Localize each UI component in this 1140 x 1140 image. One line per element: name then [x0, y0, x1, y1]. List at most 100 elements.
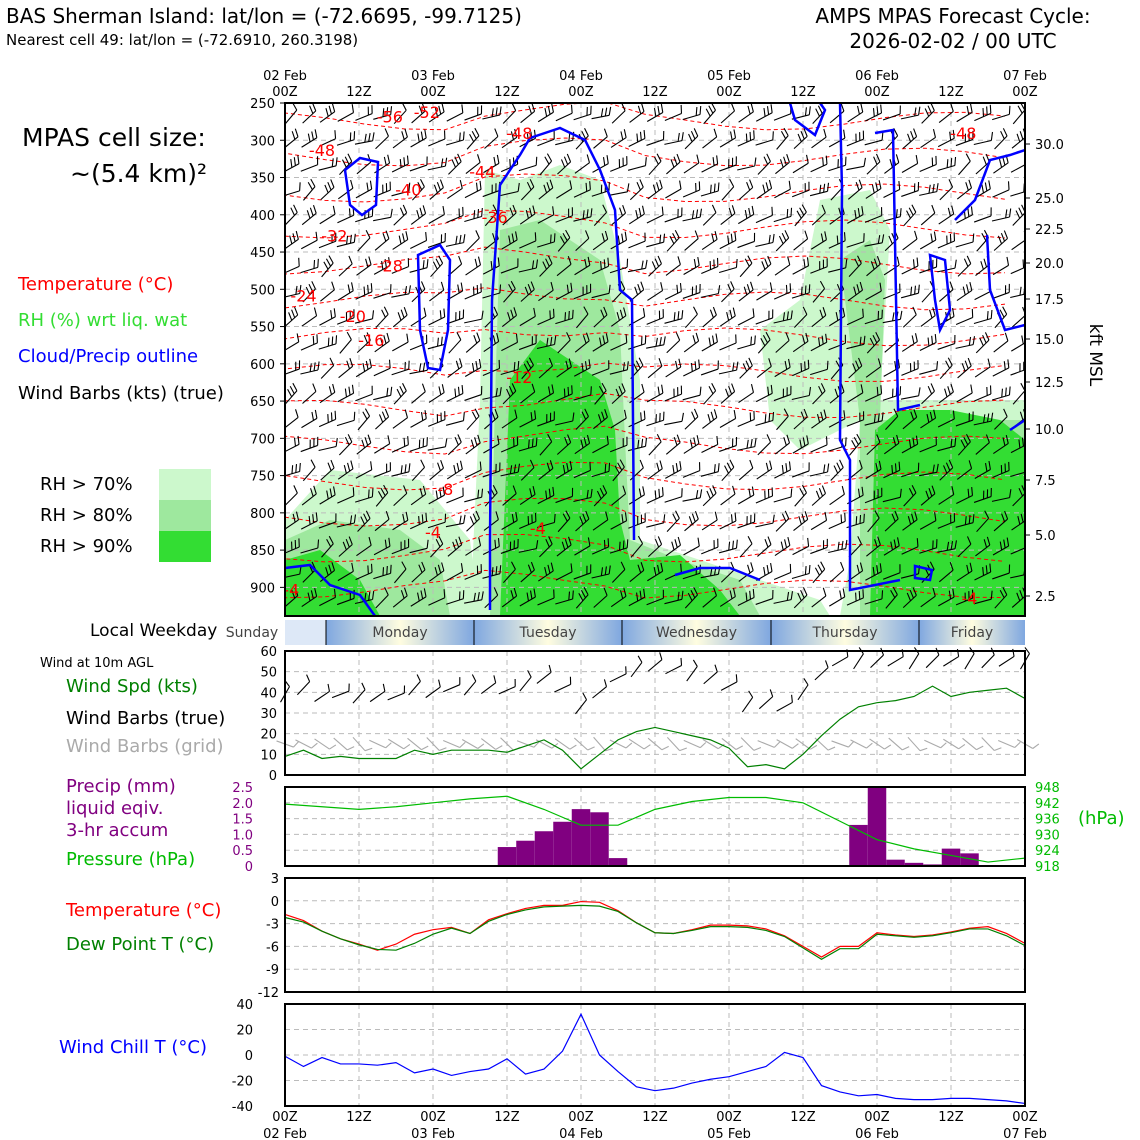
wind-barb-flag — [784, 539, 788, 548]
wind-barb-flag — [640, 412, 642, 421]
wind-barb-staff — [375, 594, 389, 609]
wind-barb — [501, 128, 518, 149]
wind-barb — [973, 131, 994, 146]
wind-barb-flag — [295, 511, 299, 521]
wind-barb — [847, 206, 864, 224]
wind-barb-staff — [773, 291, 791, 300]
wind-barb-flag — [457, 284, 460, 294]
wind-barb-flag — [590, 386, 592, 395]
kft-tick-label: 12.5 — [1035, 376, 1064, 391]
wind-barb-flag — [641, 103, 645, 112]
wind-barb — [520, 459, 535, 481]
wind-barb-flag — [969, 282, 973, 291]
wind-barb-flag — [494, 539, 497, 549]
wind-barb-flag — [878, 180, 882, 189]
wind-barb-flag — [789, 563, 792, 573]
wind-barb-flag — [509, 465, 513, 474]
wind-barb-flag — [291, 590, 296, 599]
wind-barb-flag — [600, 567, 604, 576]
wind-barb-flag — [950, 541, 954, 550]
wind-barb-flag — [382, 567, 385, 576]
wind-barb — [354, 132, 375, 145]
wind10m-barb — [665, 657, 683, 675]
wind-barb — [1010, 361, 1025, 376]
wind-barb-flag — [295, 464, 298, 473]
wind-barb-flag — [749, 590, 752, 600]
wind-barb-flag — [561, 541, 566, 551]
wind-barb — [501, 511, 518, 530]
wind-barb — [628, 513, 646, 529]
wind-barb-staff — [301, 137, 318, 148]
wind-barb-flag — [713, 540, 715, 549]
wind-barb-flag — [422, 438, 425, 447]
wind-barb-flag — [623, 129, 627, 138]
wind-barb-flag — [862, 411, 865, 420]
hpa-unit-label: (hPa) — [1078, 808, 1125, 829]
wind-barb-flag — [608, 360, 610, 369]
wind-barb — [757, 434, 772, 456]
precip-bar — [608, 858, 628, 866]
wind-barb-staff — [738, 111, 754, 123]
wind-barb-flag — [553, 233, 556, 242]
wind-barb-flag — [495, 566, 498, 575]
wind-barb — [937, 156, 957, 172]
wind-barb-staff — [811, 493, 826, 506]
wind-barb — [428, 205, 445, 224]
wind-barb-flag — [298, 538, 300, 548]
wind-barb-flag — [840, 103, 845, 112]
wind-barb-flag — [347, 284, 351, 293]
wind-barb — [975, 434, 990, 455]
wind-barb-flag — [732, 588, 736, 597]
wind10m-grid-barb-staff — [998, 739, 1015, 749]
wind-barb-flag — [858, 179, 863, 188]
wind-barb-staff — [793, 135, 808, 150]
wind10m-barb-staff — [964, 653, 975, 670]
wind-barb-flag — [726, 312, 730, 321]
wind-barb — [410, 512, 428, 530]
wind-barb — [464, 207, 483, 223]
wind-barb — [664, 590, 684, 605]
wind-barb — [337, 104, 355, 122]
wind-barb — [883, 180, 901, 198]
wind-barb — [973, 412, 994, 426]
wind-barb-staff — [357, 237, 371, 252]
wind-barb-flag — [968, 515, 971, 524]
wind-barb-flag — [1015, 210, 1021, 219]
wind-barb-flag — [954, 540, 957, 549]
wind-barb-flag — [825, 155, 828, 165]
wind-barb-flag — [511, 103, 517, 111]
wind-barb-staff — [592, 163, 609, 173]
wind-barb-staff — [318, 240, 336, 249]
wind-barb-flag — [799, 439, 802, 449]
wind-barb-flag — [876, 386, 879, 396]
wind-barb-flag — [800, 363, 803, 372]
wind10m-barb-staff — [887, 656, 904, 667]
wind-barb — [776, 127, 789, 150]
wind-barb — [901, 462, 920, 478]
rh90-area — [285, 550, 380, 616]
wind10m-grid-barb — [647, 737, 669, 751]
wind-barb — [701, 511, 718, 531]
wind-barb-staff — [956, 392, 973, 403]
bottom-hour-label: 00Z — [716, 1110, 742, 1125]
wind-barb-flag — [619, 459, 625, 468]
wind-barb-flag — [344, 156, 350, 165]
wind-barb-flag — [944, 388, 948, 398]
wind-barb-staff — [866, 441, 881, 456]
wind-barb-staff — [793, 594, 808, 609]
wind-barb-flag — [481, 488, 484, 498]
wind-barb-staff — [355, 496, 373, 503]
wind-barb-flag — [312, 514, 315, 523]
wind10m-grid-barb — [888, 737, 910, 751]
wind-barb-flag — [822, 157, 824, 166]
wind-barb-flag — [801, 484, 807, 493]
wind10m-barb-staff — [797, 684, 809, 701]
wind-barb — [757, 153, 771, 175]
wind-barb-staff — [519, 240, 537, 249]
wind-barb-flag — [608, 565, 611, 575]
wind-barb-flag — [313, 485, 317, 495]
wind-barb-flag — [964, 592, 966, 602]
wind-barb-staff — [919, 266, 937, 274]
wind-barb-flag — [671, 541, 675, 551]
wind-barb-flag — [529, 488, 533, 497]
